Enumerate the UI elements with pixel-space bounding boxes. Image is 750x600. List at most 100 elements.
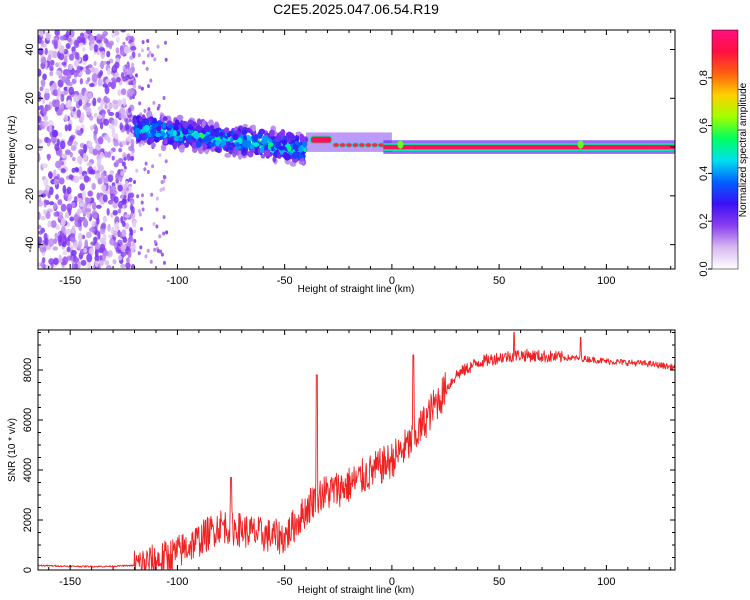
spectrogram-noise-cell bbox=[130, 45, 137, 51]
spectrogram-scatter-cell bbox=[267, 142, 274, 147]
spectrogram-noise-cell bbox=[43, 199, 50, 204]
spectrogram-noise-cell bbox=[92, 148, 98, 156]
spectrogram-noise-cell bbox=[41, 56, 47, 64]
spectrogram-noise-cell bbox=[84, 239, 89, 249]
spectrogram-halo-cell bbox=[138, 212, 142, 217]
spectrogram-noise-cell bbox=[113, 230, 118, 238]
spectrogram-noise-cell bbox=[54, 30, 60, 36]
spectrogram-halo-cell bbox=[138, 85, 142, 90]
spectrogram-scatter-cell bbox=[160, 131, 166, 137]
spectrogram-halo-cell bbox=[144, 161, 148, 166]
spectrogram-noise-cell bbox=[122, 197, 127, 206]
spectrogram-noise-cell bbox=[124, 213, 130, 219]
spectrogram-noise-cell bbox=[73, 39, 80, 49]
spectrogram-noise-cell bbox=[118, 147, 123, 153]
spectrogram-noise-cell bbox=[89, 45, 94, 51]
spectrogram-scatter-cell bbox=[281, 139, 288, 146]
spectrogram-xtick-label: -50 bbox=[277, 275, 293, 287]
spectrogram-noise-cell bbox=[120, 72, 125, 79]
spectrogram-transition-segment bbox=[309, 135, 333, 145]
spectrogram-noise-cell bbox=[74, 51, 79, 60]
spectrogram-noise-cell bbox=[38, 211, 41, 221]
spectrogram-halo-cell bbox=[165, 230, 169, 235]
spectrogram-noise-cell bbox=[129, 55, 134, 60]
spectrogram-halo-cell bbox=[133, 229, 137, 234]
spectrogram-noise-cell bbox=[47, 171, 53, 179]
spectrogram-noise-cell bbox=[38, 142, 41, 147]
spectrogram-noise-cell bbox=[127, 250, 132, 258]
spectrogram-noise-cell bbox=[90, 66, 95, 73]
spectrogram-noise-cell bbox=[67, 139, 73, 147]
spectrogram-noise-cell bbox=[126, 135, 132, 142]
spectrogram-noise-cell bbox=[103, 177, 107, 184]
spectrogram-noise-cell bbox=[40, 261, 45, 268]
spectrogram-noise-cell bbox=[68, 86, 75, 95]
spectrogram-noise-cell bbox=[55, 160, 62, 169]
spectrogram-scatter-cell bbox=[208, 142, 215, 148]
spectrogram-scatter-cell bbox=[299, 135, 306, 143]
spectrogram-noise-cell bbox=[102, 233, 107, 242]
spectrogram-noise-cell bbox=[99, 151, 105, 159]
spectrogram-cells bbox=[38, 30, 675, 269]
spectrogram-noise-cell bbox=[94, 125, 99, 135]
spectrogram-noise-cell bbox=[57, 199, 63, 206]
spectrogram-noise-cell bbox=[128, 227, 133, 233]
spectrogram-noise-cell bbox=[119, 194, 125, 199]
spectrogram-noise-cell bbox=[82, 46, 86, 52]
spectrogram-noise-cell bbox=[102, 215, 107, 223]
snr-ytick-label: 2000 bbox=[22, 508, 34, 532]
spectrogram-noise-cell bbox=[119, 122, 123, 131]
spectrogram-noise-cell bbox=[104, 85, 110, 95]
spectrogram-noise-cell bbox=[122, 237, 128, 243]
spectrogram-noise-cell bbox=[53, 40, 58, 49]
spectrogram-scatter-cell bbox=[227, 146, 234, 151]
spectrogram-transition-cell bbox=[371, 142, 379, 148]
spectrogram-halo-cell bbox=[141, 207, 145, 212]
spectrogram-scatter-cell bbox=[219, 131, 224, 137]
spectrogram-halo-cell bbox=[164, 40, 168, 45]
spectrogram-noise-cell bbox=[38, 36, 42, 44]
spectrogram-scatter-cell bbox=[151, 123, 159, 128]
spectrogram-halo-cell bbox=[146, 53, 150, 58]
spectrogram-noise-cell bbox=[111, 32, 116, 38]
spectrogram-noise-cell bbox=[49, 71, 54, 77]
spectrogram-noise-cell bbox=[79, 78, 83, 85]
spectrogram-noise-cell bbox=[115, 47, 120, 54]
spectrogram-noise-cell bbox=[104, 97, 111, 104]
spectrogram-scatter-cell bbox=[173, 125, 180, 132]
spectrogram-noise-cell bbox=[55, 62, 60, 68]
spectrogram-noise-cell bbox=[92, 201, 97, 211]
spectrogram-scatter-cell bbox=[292, 151, 299, 159]
spectrogram-noise-cell bbox=[47, 220, 52, 228]
spectrogram-noise-cell bbox=[58, 148, 63, 158]
spectrogram-scatter-cell bbox=[263, 149, 271, 158]
spectrogram-noise-cell bbox=[100, 222, 107, 230]
spectrogram-noise-cell bbox=[106, 103, 113, 108]
spectrogram-transition-cell bbox=[351, 142, 360, 148]
snr-xtick-label: -150 bbox=[59, 576, 81, 588]
spectrogram-noise-cell bbox=[107, 67, 111, 76]
spectrogram-transition-cell bbox=[345, 142, 353, 148]
spectrogram-scatter-cell bbox=[302, 140, 308, 148]
spectrogram-noise-cell bbox=[111, 119, 115, 126]
spectrogram-noise-cell bbox=[65, 30, 70, 39]
spectrogram-noise-cell bbox=[111, 103, 117, 109]
spectrogram-noise-cell bbox=[110, 185, 117, 194]
snr-ytick-label: 4000 bbox=[22, 458, 34, 482]
spectrogram-noise-cell bbox=[59, 35, 66, 41]
spectrogram-halo-cell bbox=[126, 70, 130, 75]
spectrogram-noise-cell bbox=[89, 227, 95, 233]
spectrogram-noise-cell bbox=[73, 175, 80, 184]
spectrogram-noise-cell bbox=[73, 71, 78, 78]
spectrogram-noise-cell bbox=[85, 30, 92, 35]
spectrogram-halo-cell bbox=[125, 180, 129, 185]
spectrogram-noise-cell bbox=[129, 244, 135, 253]
spectrogram-noise-cell bbox=[106, 50, 111, 58]
spectrogram-noise-cell bbox=[42, 107, 48, 116]
spectrogram-halo-cell bbox=[153, 247, 157, 252]
spectrogram-noise-cell bbox=[124, 123, 130, 131]
spectrogram-halo-cell bbox=[160, 252, 164, 257]
spectrogram-noise-cell bbox=[44, 91, 50, 101]
spectrogram-noise-cell bbox=[116, 100, 123, 107]
spectrogram-halo-cell bbox=[140, 200, 144, 205]
